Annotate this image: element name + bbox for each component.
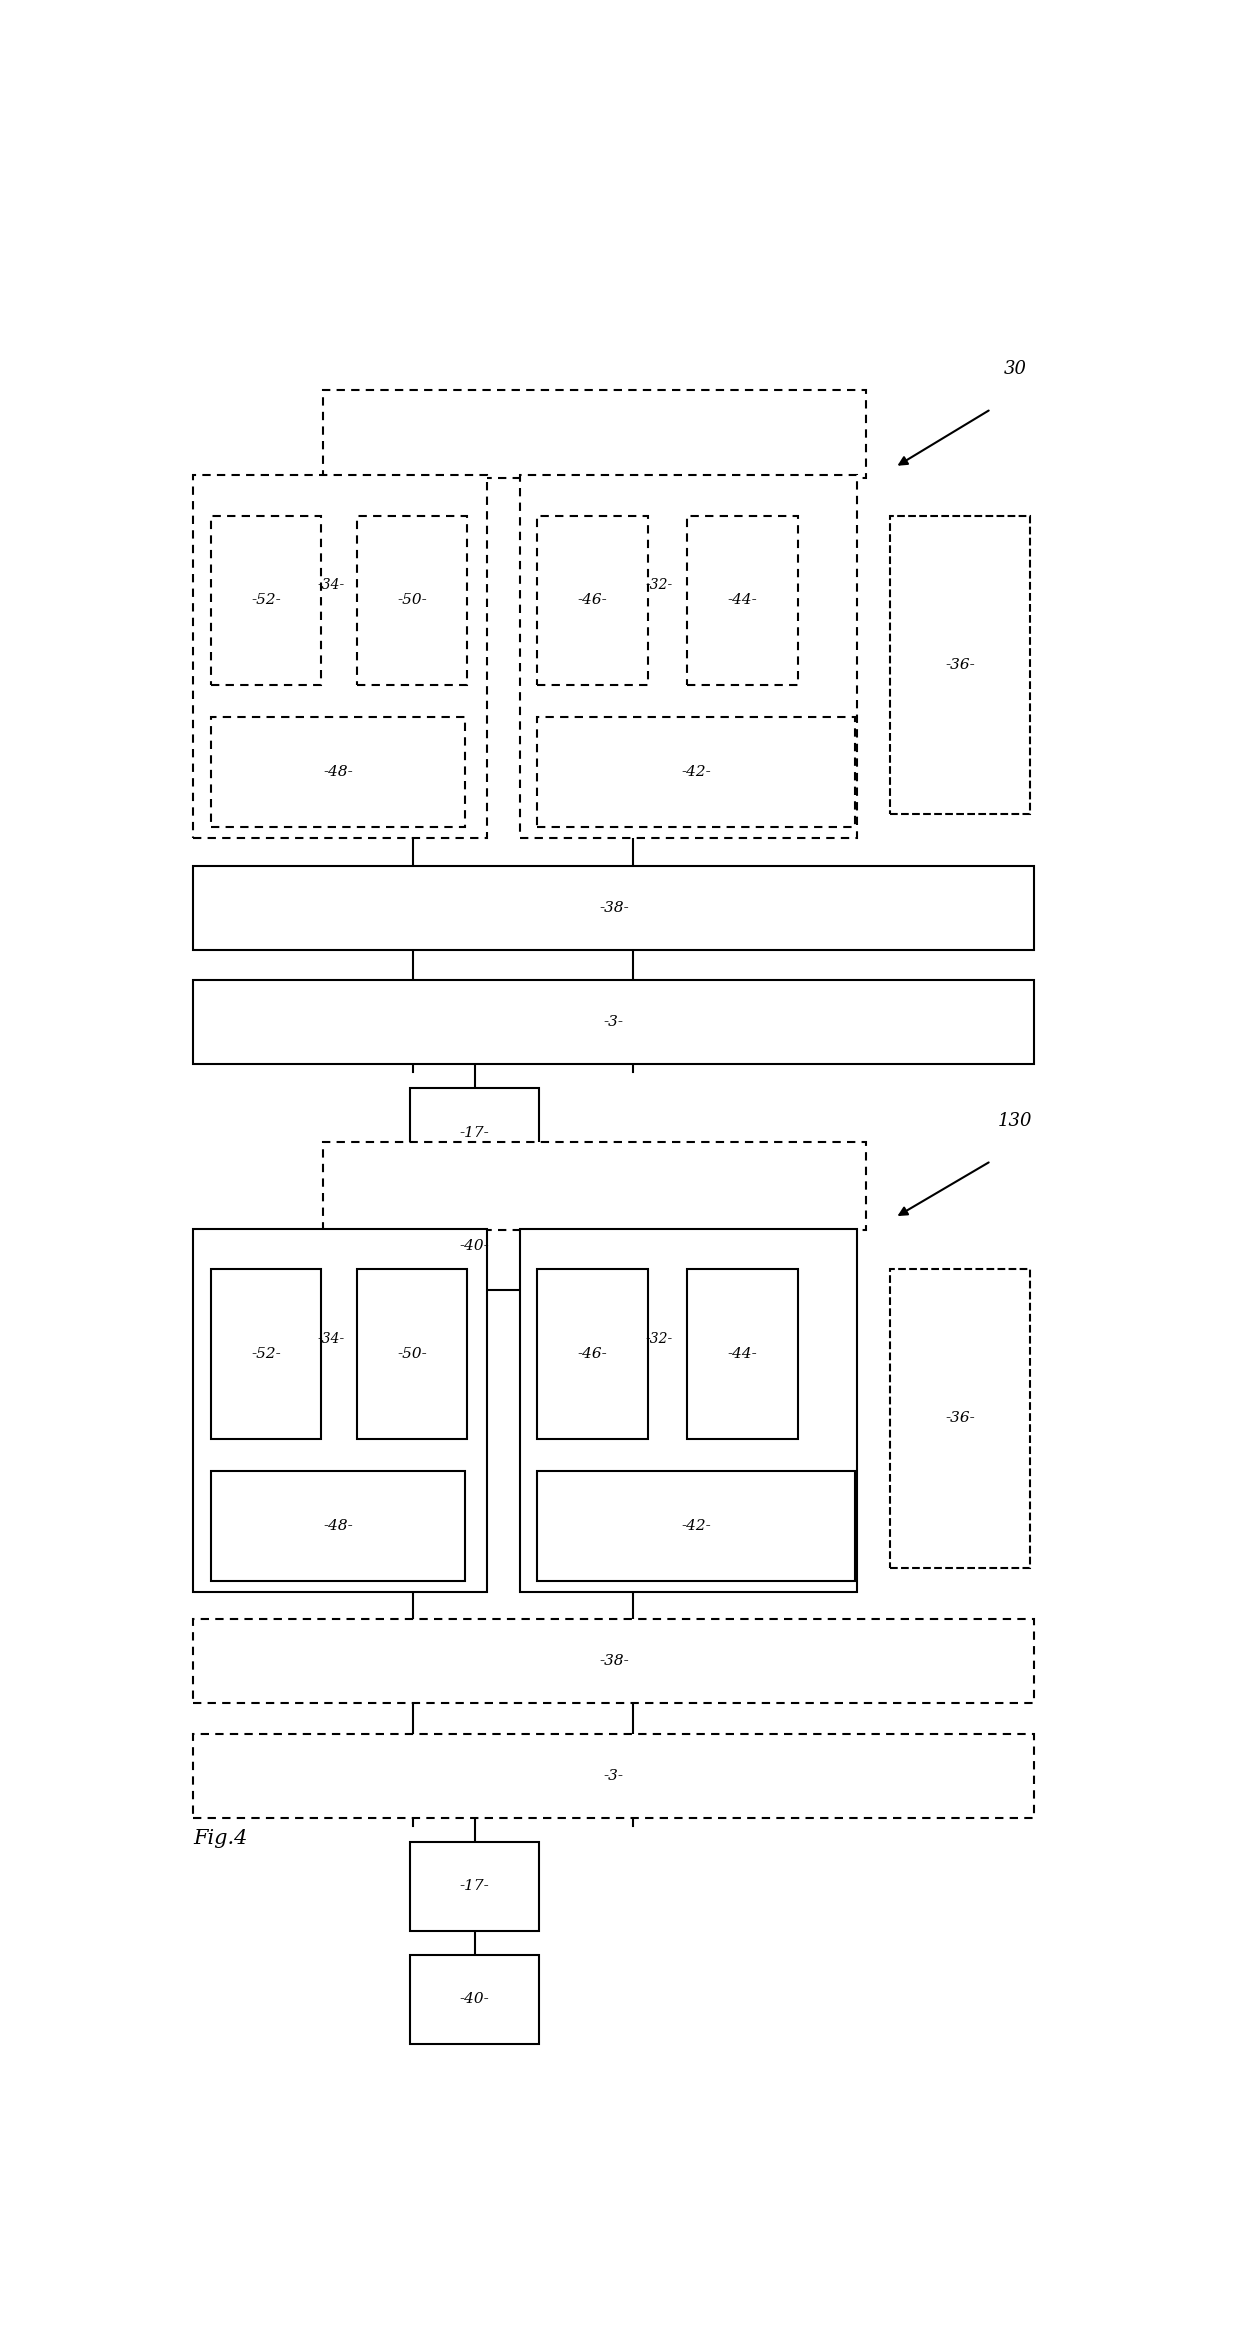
Text: -50-: -50- bbox=[397, 594, 427, 608]
Bar bbox=[357, 516, 467, 685]
Bar bbox=[409, 1955, 539, 2044]
Text: -3-: -3- bbox=[604, 1016, 624, 1030]
Bar bbox=[537, 1472, 854, 1580]
Bar bbox=[193, 981, 1034, 1063]
Text: -17-: -17- bbox=[460, 1127, 490, 1141]
Text: -38-: -38- bbox=[599, 901, 629, 915]
Bar bbox=[193, 1230, 486, 1591]
Bar bbox=[357, 1270, 467, 1439]
Bar bbox=[409, 1089, 539, 1178]
Text: -50-: -50- bbox=[397, 1347, 427, 1361]
Text: -52-: -52- bbox=[252, 1347, 281, 1361]
Text: -36-: -36- bbox=[945, 1411, 975, 1425]
Bar bbox=[211, 718, 465, 826]
Text: -32-: -32- bbox=[646, 1331, 673, 1345]
Text: -52-: -52- bbox=[252, 594, 281, 608]
Bar bbox=[324, 1141, 866, 1230]
Bar bbox=[193, 866, 1034, 951]
Bar bbox=[409, 1202, 539, 1291]
Text: -34-: -34- bbox=[317, 577, 345, 591]
Text: -46-: -46- bbox=[578, 594, 608, 608]
Text: 130: 130 bbox=[998, 1112, 1033, 1129]
Bar bbox=[324, 390, 866, 479]
Text: -32-: -32- bbox=[646, 577, 673, 591]
Bar bbox=[537, 1270, 649, 1439]
Bar bbox=[687, 1270, 797, 1439]
Text: -40-: -40- bbox=[460, 1993, 490, 2007]
Bar bbox=[211, 1270, 321, 1439]
Text: -44-: -44- bbox=[728, 594, 758, 608]
Bar bbox=[521, 1230, 857, 1591]
Bar bbox=[409, 1842, 539, 1932]
Text: -36-: -36- bbox=[945, 657, 975, 671]
Bar bbox=[193, 1734, 1034, 1819]
Text: -42-: -42- bbox=[681, 765, 711, 779]
Text: -3-: -3- bbox=[604, 1770, 624, 1784]
Text: -34-: -34- bbox=[317, 1331, 345, 1345]
Bar bbox=[537, 516, 649, 685]
Bar bbox=[193, 1619, 1034, 1704]
Text: -17-: -17- bbox=[460, 1880, 490, 1894]
Text: -44-: -44- bbox=[728, 1347, 758, 1361]
Text: -42-: -42- bbox=[681, 1519, 711, 1533]
Bar bbox=[890, 1270, 1029, 1568]
Text: -48-: -48- bbox=[324, 765, 353, 779]
Text: -38-: -38- bbox=[599, 1655, 629, 1669]
Bar bbox=[211, 516, 321, 685]
Bar bbox=[211, 1472, 465, 1580]
Bar bbox=[890, 516, 1029, 814]
Text: 30: 30 bbox=[1003, 359, 1027, 378]
Text: -48-: -48- bbox=[324, 1519, 353, 1533]
Text: -40-: -40- bbox=[460, 1239, 490, 1253]
Bar bbox=[193, 474, 486, 838]
Bar bbox=[521, 474, 857, 838]
Bar bbox=[687, 516, 797, 685]
Bar bbox=[537, 718, 854, 826]
Text: Fig.4: Fig.4 bbox=[193, 1828, 248, 1847]
Text: -46-: -46- bbox=[578, 1347, 608, 1361]
Text: Fig.3: Fig.3 bbox=[193, 1277, 248, 1296]
